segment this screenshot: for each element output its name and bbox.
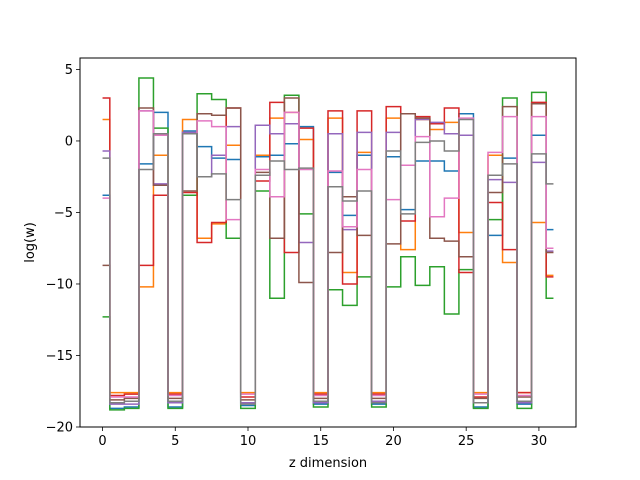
x-tick-label: 20 — [385, 434, 402, 449]
y-tick-label: −10 — [46, 277, 73, 292]
x-axis: 0 5 10 15 20 25 30 — [98, 427, 547, 449]
axes-frame — [79, 57, 577, 428]
x-axis-title: z dimension — [289, 456, 367, 471]
y-tick-label: −5 — [54, 206, 73, 221]
x-tick-label: 30 — [531, 434, 548, 449]
y-axis-title: log(w) — [23, 222, 38, 263]
x-tick-label: 0 — [98, 434, 106, 449]
y-tick-label: 5 — [65, 63, 73, 78]
series-layer — [102, 77, 554, 411]
x-tick-label: 15 — [312, 434, 329, 449]
y-tick-label: 0 — [65, 134, 73, 149]
x-tick-label: 5 — [171, 434, 179, 449]
series-line-8 — [102, 118, 554, 405]
x-tick-label: 25 — [458, 434, 475, 449]
y-axis: 5 0 −5 −10 −15 −20 — [46, 63, 80, 436]
y-tick-label: −20 — [46, 421, 73, 436]
x-tick-label: 10 — [240, 434, 257, 449]
y-tick-label: −15 — [46, 349, 73, 364]
